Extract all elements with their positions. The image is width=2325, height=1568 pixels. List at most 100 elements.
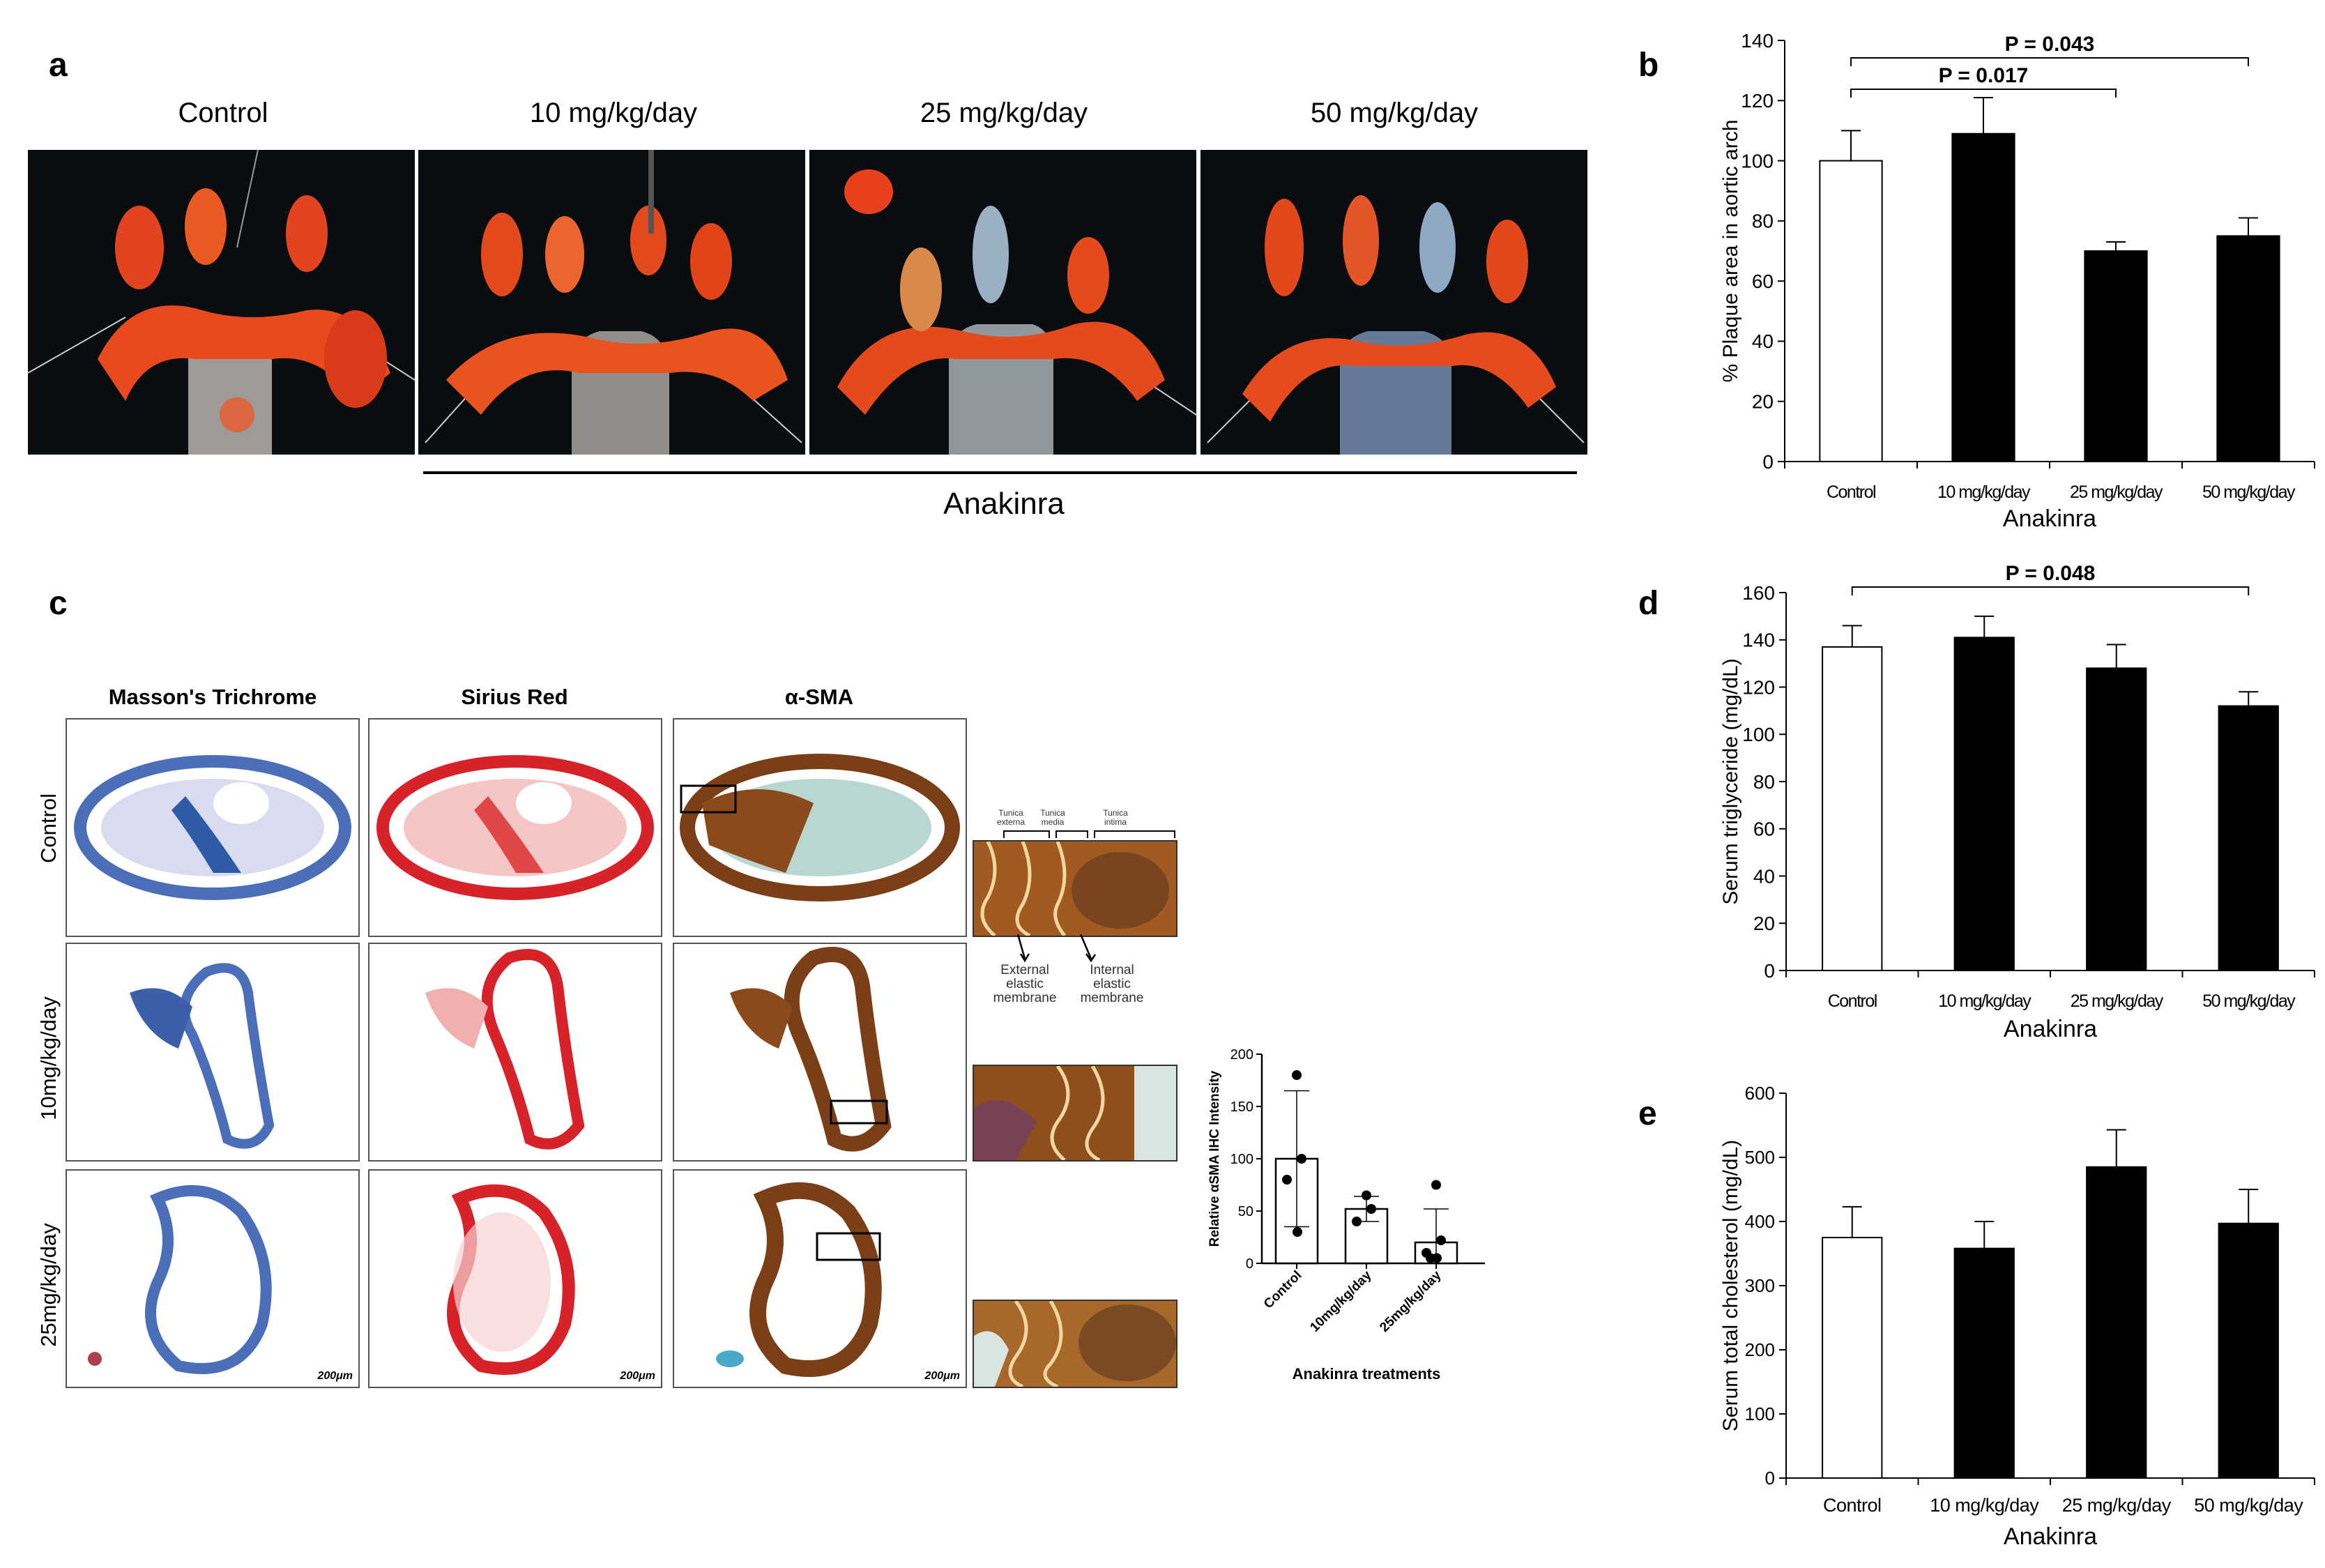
d-ytick-label-7: 140 xyxy=(1742,630,1775,651)
e-category-label-2: 25 mg/kg/day xyxy=(2062,1495,2172,1516)
anakinra-label-a: Anakinra xyxy=(943,487,1065,521)
inset-point-2-0 xyxy=(1431,1180,1441,1190)
b-sig-label-1: P = 0.043 xyxy=(2005,33,2095,56)
e-ylabel: Serum total cholesterol (mg/dL) xyxy=(1719,1140,1742,1432)
histology-masson-25: 200μm xyxy=(66,1169,360,1388)
aorta-photo-10 xyxy=(418,150,805,455)
e-bar-1 xyxy=(1953,1247,2015,1479)
inset-point-0-3 xyxy=(1293,1227,1302,1237)
aorta-photo-25 xyxy=(809,150,1196,455)
chart-d-triglyceride: 0 20 40 60 80 100 120 140 160 Control 10 mg/kg/day… xyxy=(1719,562,2315,1042)
stain-title-sirius: Sirius Red xyxy=(461,685,568,709)
e-category-label-1: 10 mg/kg/day xyxy=(1930,1495,2039,1516)
b-ytick-label-2: 40 xyxy=(1752,330,1774,352)
b-category-label-3: 50 mg/kg/day xyxy=(2202,482,2296,502)
b-ytick-label-7: 140 xyxy=(1741,30,1774,52)
inset-point-1-2 xyxy=(1352,1217,1362,1226)
histology-masson-10 xyxy=(66,943,360,1162)
inset-point-0-1 xyxy=(1297,1154,1306,1164)
histology-sma-25: 200μm xyxy=(673,1169,967,1388)
e-ytick-label-3: 300 xyxy=(1745,1275,1775,1296)
d-ytick-label-1: 20 xyxy=(1753,913,1775,934)
b-bar-2 xyxy=(2084,250,2148,462)
histology-masson-control xyxy=(66,718,360,937)
b-sig-bracket-1 xyxy=(1850,57,2249,66)
zoom-sma-control xyxy=(973,840,1177,937)
stain-title-sma: α-SMA xyxy=(784,685,854,709)
anakinra-underline xyxy=(423,471,1577,474)
b-ytick-label-1: 20 xyxy=(1752,391,1774,413)
d-bar-0 xyxy=(1822,646,1883,971)
d-category-label-2: 25 mg/kg/day xyxy=(2071,991,2164,1011)
d-sig-label-0: P = 0.048 xyxy=(2006,562,2096,585)
d-ytick-label-3: 60 xyxy=(1753,819,1775,840)
zoom-brackets xyxy=(1003,830,1175,838)
d-ytick-label-6: 120 xyxy=(1742,676,1775,698)
b-ytick-label-4: 80 xyxy=(1752,211,1774,232)
inset-ytick-label-0: 0 xyxy=(1246,1256,1253,1272)
inset-point-1-1 xyxy=(1366,1204,1376,1214)
zoom-label-media: Tunica media xyxy=(1040,808,1065,827)
b-bar-1 xyxy=(1951,132,2015,462)
inset-ylabel: Relative αSMA IHC Intensity xyxy=(1207,1070,1222,1247)
inset-point-2-1 xyxy=(1436,1235,1446,1245)
histology-sma-control xyxy=(673,718,967,937)
scale-bar-masson: 200μm xyxy=(317,1370,353,1382)
d-ylabel: Serum triglyceride (mg/dL) xyxy=(1719,658,1742,904)
label-internal-membrane: Internal elastic membrane xyxy=(1080,963,1144,1005)
d-category-label-3: 50 mg/kg/day xyxy=(2202,991,2296,1011)
b-bar-0 xyxy=(1819,160,1883,462)
chart-b-plaque-area: 0 20 40 60 80 100 120 140 Control 10 mg/kg/day 25 … xyxy=(1719,30,2315,532)
panel-letter-a: a xyxy=(49,47,68,84)
inset-ytick-label-2: 100 xyxy=(1230,1152,1253,1167)
b-category-label-2: 25 mg/kg/day xyxy=(2070,482,2163,502)
d-category-label-0: Control xyxy=(1828,991,1877,1011)
scale-bar-sma: 200μm xyxy=(924,1370,960,1382)
d-sig-bracket-0 xyxy=(1851,586,2250,595)
histology-sirius-25: 200μm xyxy=(368,1169,662,1388)
inset-point-0-0 xyxy=(1292,1070,1302,1080)
inset-category-label-1: 10mg/kg/day xyxy=(1307,1268,1375,1335)
scale-bar-sirius: 200μm xyxy=(620,1370,655,1382)
e-ytick-label-5: 500 xyxy=(1745,1147,1775,1168)
panel-letter-b: b xyxy=(1638,47,1659,84)
panel-letter-c: c xyxy=(49,585,68,622)
inset-ytick-label-1: 50 xyxy=(1238,1204,1253,1219)
zoom-sma-25 xyxy=(973,1300,1177,1388)
b-ylabel: % Plaque area in aortic arch xyxy=(1719,120,1742,383)
inset-point-0-2 xyxy=(1282,1175,1292,1185)
inset-point-2-4 xyxy=(1426,1253,1435,1263)
photo-label-25: 25 mg/kg/day xyxy=(920,98,1088,128)
row-label-control: Control xyxy=(36,793,61,863)
b-sig-bracket-0 xyxy=(1850,89,2117,98)
d-xlabel: Anakinra xyxy=(2004,1016,2097,1042)
histology-sirius-control xyxy=(368,718,662,937)
e-ytick-label-0: 0 xyxy=(1765,1468,1775,1489)
d-ytick-label-5: 100 xyxy=(1742,724,1775,745)
inset-xlabel: Anakinra treatments xyxy=(1293,1365,1441,1383)
e-bar-3 xyxy=(2218,1222,2279,1479)
d-category-label-1: 10 mg/kg/day xyxy=(1938,991,2031,1011)
d-bar-1 xyxy=(1953,637,2015,972)
e-ytick-label-6: 600 xyxy=(1745,1083,1775,1104)
b-sig-label-0: P = 0.017 xyxy=(1939,64,2029,87)
panel-letter-d: d xyxy=(1638,585,1659,622)
aorta-photo-control xyxy=(28,150,415,455)
e-ytick-label-1: 100 xyxy=(1745,1403,1775,1424)
b-category-label-1: 10 mg/kg/day xyxy=(1937,482,2031,502)
panel-letter-e: e xyxy=(1638,1095,1657,1132)
e-ytick-label-2: 200 xyxy=(1745,1339,1775,1360)
e-xlabel: Anakinra xyxy=(2004,1523,2097,1550)
d-ytick-label-0: 0 xyxy=(1764,960,1775,982)
e-category-label-3: 50 mg/kg/day xyxy=(2194,1495,2303,1516)
d-ytick-label-2: 40 xyxy=(1753,865,1775,887)
d-ytick-label-8: 160 xyxy=(1742,582,1775,604)
e-bar-0 xyxy=(1822,1237,1883,1479)
zoom-label-intima: Tunica intima xyxy=(1103,808,1128,827)
d-bar-3 xyxy=(2218,705,2279,971)
inset-category-label-2: 25mg/kg/day xyxy=(1377,1268,1444,1335)
b-ytick-label-3: 60 xyxy=(1752,271,1774,292)
inset-ytick-label-4: 200 xyxy=(1230,1047,1253,1063)
b-ytick-label-6: 120 xyxy=(1741,90,1774,112)
chart-e-cholesterol: 0 100 200 300 400 500 600 Control 10 mg/kg/day 25… xyxy=(1719,1083,2315,1550)
